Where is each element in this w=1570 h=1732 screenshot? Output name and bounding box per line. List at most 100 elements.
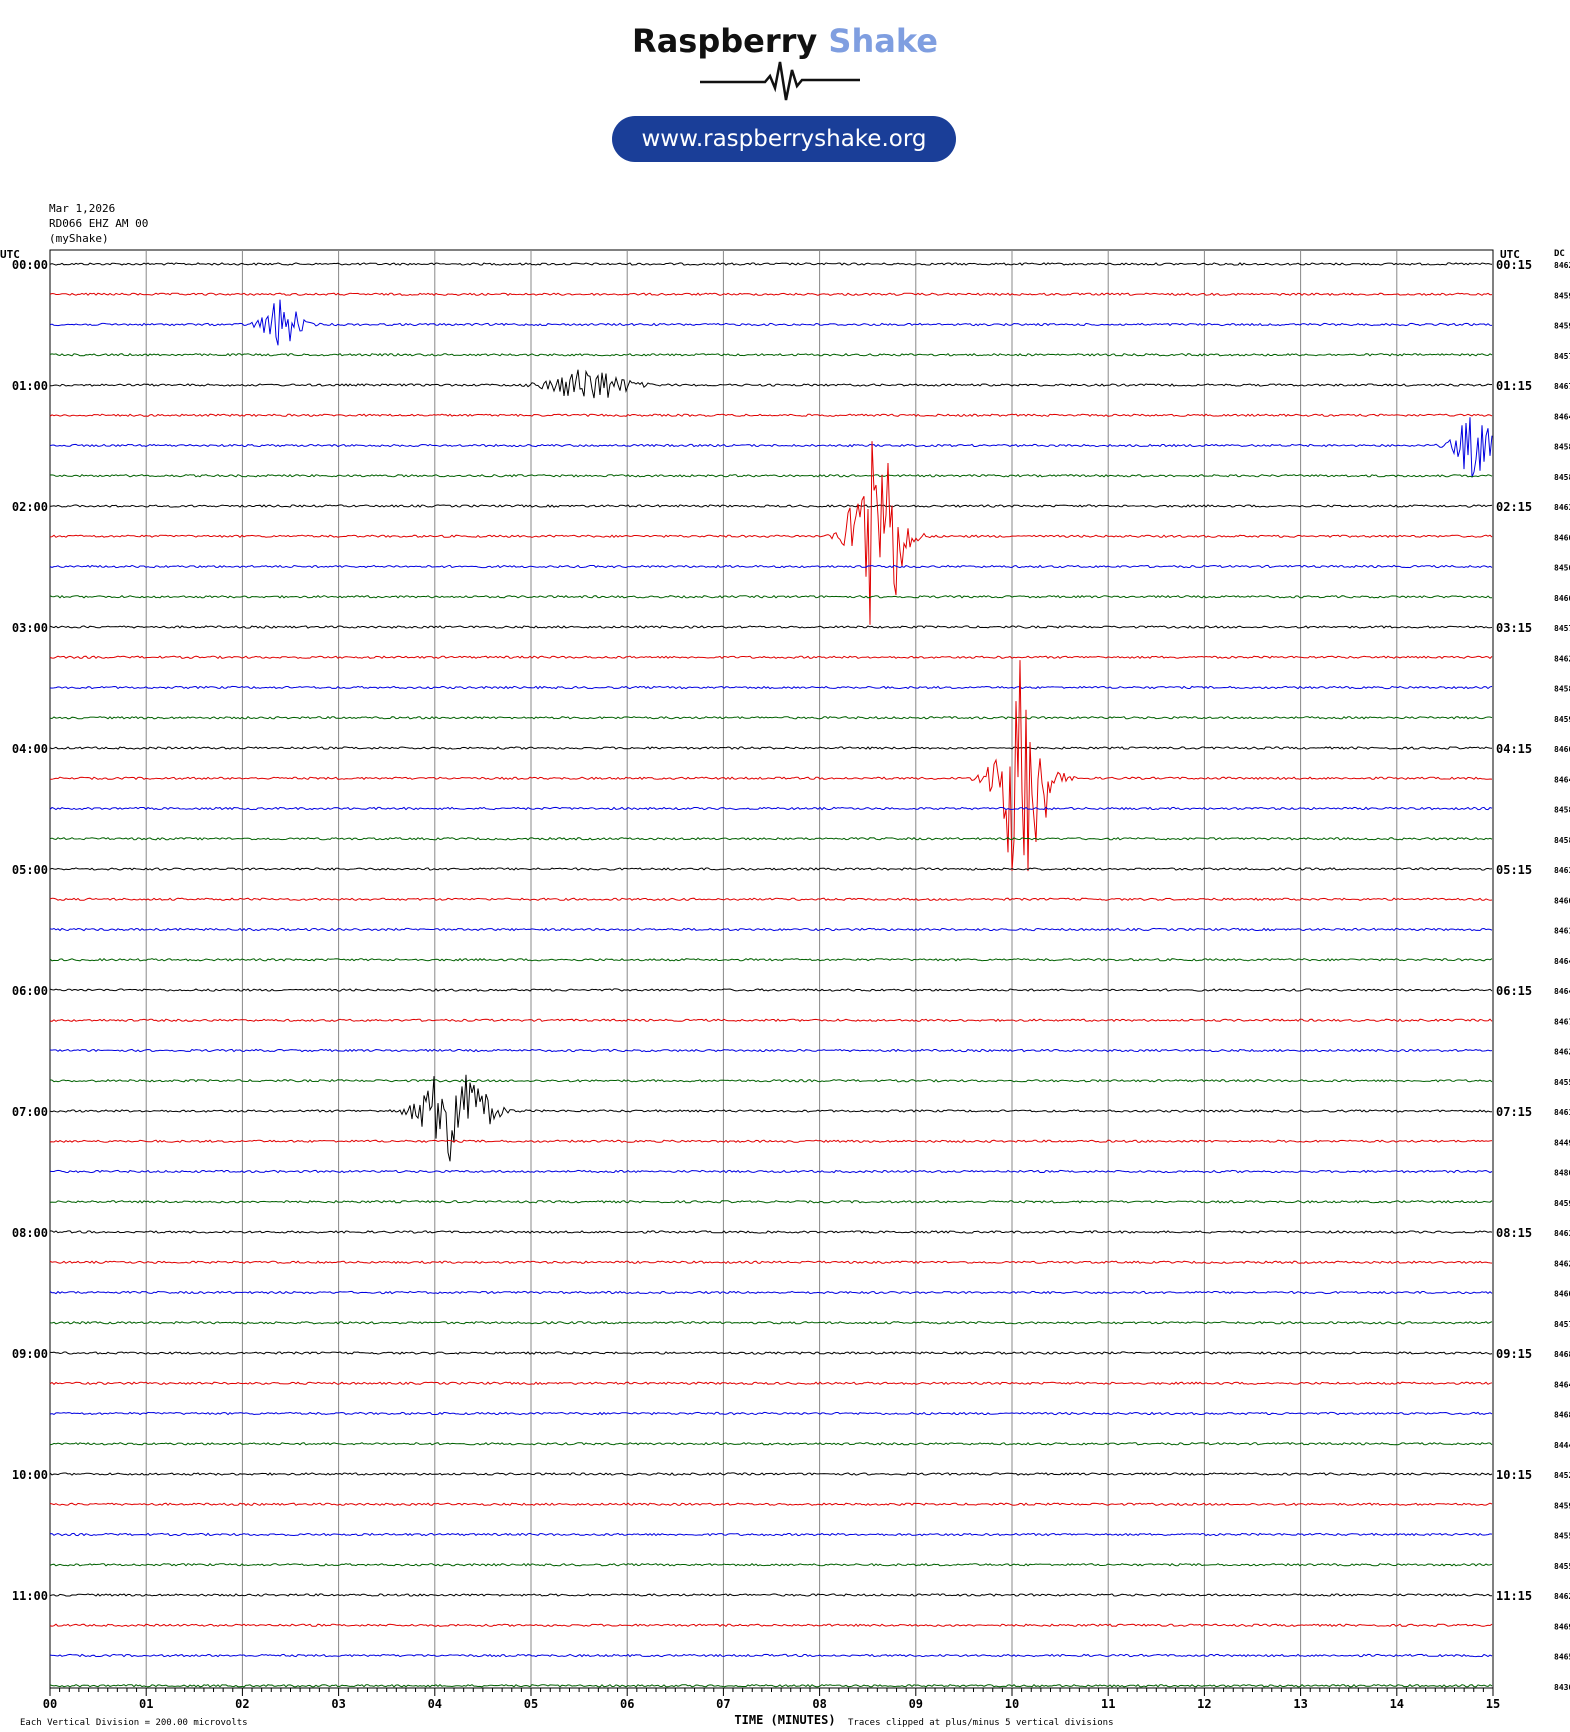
trace-line bbox=[49, 299, 1493, 346]
dc-value: 8462 bbox=[1554, 1259, 1570, 1268]
x-tick-label: 02 bbox=[235, 1697, 249, 1711]
dc-value: 8463 bbox=[1554, 866, 1570, 875]
dc-value: 8444 bbox=[1554, 1441, 1570, 1450]
dc-value: 8452 bbox=[1554, 1471, 1570, 1480]
trace-line bbox=[50, 660, 1493, 872]
left-hour-label: 00:00 bbox=[12, 258, 48, 272]
brand-name-part1: Raspberry bbox=[632, 22, 818, 60]
dc-value: 8462 bbox=[1554, 1592, 1570, 1601]
dc-value: 8462 bbox=[1554, 261, 1570, 270]
record-date: Mar 1,2026 bbox=[49, 202, 116, 215]
trace-line bbox=[49, 441, 1493, 625]
left-hour-label: 03:00 bbox=[12, 621, 48, 635]
right-hour-label: 06:15 bbox=[1496, 984, 1532, 998]
dc-value: 8457 bbox=[1554, 624, 1570, 633]
trace-line bbox=[49, 1351, 1493, 1355]
website-link[interactable]: www.raspberryshake.org bbox=[612, 116, 956, 162]
dc-value: 8455 bbox=[1554, 1532, 1570, 1541]
trace-line bbox=[49, 806, 1493, 811]
trace-line bbox=[49, 1290, 1493, 1295]
left-hour-label: 04:00 bbox=[12, 742, 48, 756]
trace-line bbox=[49, 474, 1493, 478]
right-hour-label: 04:15 bbox=[1496, 742, 1532, 756]
x-tick-label: 00 bbox=[43, 1697, 57, 1711]
trace-line bbox=[49, 1074, 1493, 1162]
left-hour-label: 01:00 bbox=[12, 379, 48, 393]
dc-value: 8464 bbox=[1554, 957, 1570, 966]
trace-line bbox=[49, 988, 1493, 992]
trace-line bbox=[49, 1199, 1493, 1204]
trace-line bbox=[49, 413, 1493, 417]
trace-line bbox=[49, 594, 1492, 599]
plot-frame bbox=[49, 249, 1494, 1689]
dc-value: 8459 bbox=[1554, 1501, 1570, 1510]
trace-line bbox=[49, 1532, 1493, 1537]
x-tick-label: 04 bbox=[428, 1697, 442, 1711]
dc-value: 8467 bbox=[1554, 1017, 1570, 1026]
dc-value: 8459 bbox=[1554, 715, 1570, 724]
dc-value: 8480 bbox=[1554, 1169, 1570, 1178]
trace-line bbox=[49, 1411, 1493, 1416]
dc-value: 8464 bbox=[1554, 775, 1570, 784]
dc-value: 8464 bbox=[1554, 987, 1570, 996]
data-source: (myShake) bbox=[49, 232, 109, 245]
right-hour-label: 11:15 bbox=[1496, 1589, 1532, 1603]
x-tick-label: 14 bbox=[1390, 1697, 1404, 1711]
trace-line bbox=[49, 564, 1493, 569]
trace-line bbox=[49, 1593, 1493, 1597]
trace-line bbox=[49, 746, 1493, 750]
dc-title: DC bbox=[1554, 249, 1565, 259]
left-hour-label: 09:00 bbox=[12, 1347, 48, 1361]
trace-line bbox=[49, 1623, 1493, 1628]
x-tick-label: 15 bbox=[1486, 1697, 1500, 1711]
dc-value: 8467 bbox=[1554, 382, 1570, 391]
right-hour-label: 07:15 bbox=[1496, 1105, 1532, 1119]
left-hour-label: 11:00 bbox=[12, 1589, 48, 1603]
right-hour-label: 09:15 bbox=[1496, 1347, 1532, 1361]
brand-title: Raspberry Shake bbox=[0, 22, 1570, 60]
trace-line bbox=[49, 625, 1493, 629]
trace-line bbox=[49, 1018, 1493, 1022]
dc-value: 8469 bbox=[1554, 1622, 1570, 1631]
left-hour-label: 02:00 bbox=[12, 500, 48, 514]
right-hour-label: 01:15 bbox=[1496, 379, 1532, 393]
trace-line bbox=[49, 1321, 1493, 1325]
left-hour-label: 05:00 bbox=[12, 863, 48, 877]
dc-value: 8459 bbox=[1554, 1199, 1570, 1208]
dc-value: 8463 bbox=[1554, 1229, 1570, 1238]
dc-value: 8464 bbox=[1554, 412, 1570, 421]
trace-line bbox=[49, 369, 1493, 399]
dc-value: 8455 bbox=[1554, 1562, 1570, 1571]
trace-line bbox=[49, 1078, 1493, 1083]
clip-note: Traces clipped at plus/minus 5 vertical … bbox=[848, 1718, 1114, 1728]
scale-note: Each Vertical Division = 200.00 microvol… bbox=[20, 1718, 248, 1728]
right-hour-label: 03:15 bbox=[1496, 621, 1532, 635]
right-hour-label: 10:15 bbox=[1496, 1468, 1532, 1482]
x-tick-label: 13 bbox=[1293, 1697, 1307, 1711]
dc-value: 8459 bbox=[1554, 322, 1570, 331]
x-tick-label: 01 bbox=[139, 1697, 153, 1711]
x-tick-label: 06 bbox=[620, 1697, 634, 1711]
trace-line bbox=[49, 1381, 1493, 1385]
seismogram-logo-icon bbox=[700, 61, 860, 101]
left-hour-label: 07:00 bbox=[12, 1105, 48, 1119]
trace-line bbox=[49, 1169, 1493, 1174]
trace-line bbox=[49, 927, 1493, 932]
trace-line bbox=[49, 837, 1493, 841]
left-hour-label: 08:00 bbox=[12, 1226, 48, 1240]
right-hour-label: 02:15 bbox=[1496, 500, 1532, 514]
x-tick-label: 05 bbox=[524, 1697, 538, 1711]
x-tick-label: 09 bbox=[909, 1697, 923, 1711]
dc-value: 8449 bbox=[1554, 1138, 1570, 1147]
banner: Raspberry Shake www.raspberryshake.org bbox=[0, 0, 1570, 175]
